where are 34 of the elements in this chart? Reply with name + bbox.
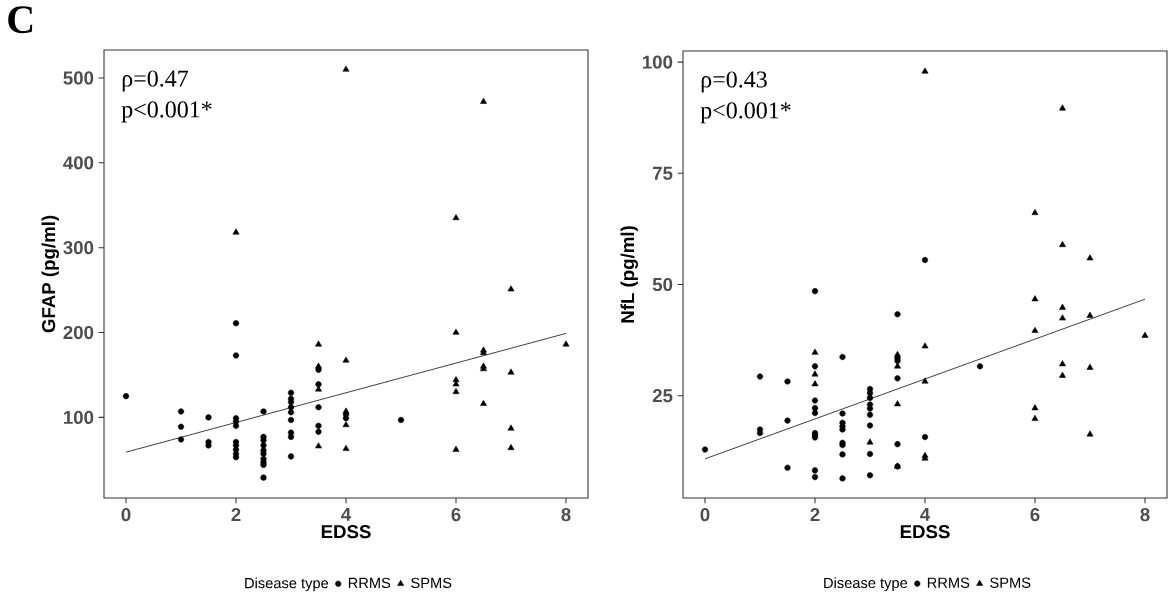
x-tick-label: 2: [231, 508, 241, 522]
legend-title: Disease type: [245, 577, 329, 592]
y-tick-label: 500: [63, 71, 94, 85]
y-axis-title: NfL (pg/ml): [620, 226, 638, 323]
y-tick-label: 75: [652, 166, 673, 180]
x-tick-label: 0: [121, 508, 131, 522]
annotation: ρ=0.43: [701, 71, 767, 93]
annotation: ρ=0.47: [122, 70, 189, 92]
x-tick-label: 0: [700, 508, 710, 522]
y-tick-label: 300: [63, 241, 94, 255]
x-tick-label: 8: [1140, 508, 1150, 522]
y-tick-label: 50: [652, 277, 673, 292]
y-tick-label: 100: [642, 55, 673, 69]
x-tick-label: 4: [341, 508, 352, 521]
x-axis-title: EDSS: [900, 525, 950, 539]
x-tick-label: 8: [561, 508, 571, 522]
y-tick-label: 25: [652, 389, 673, 403]
legend-label: RRMS: [927, 577, 970, 588]
y-axis-title: GFAP (pg/ml): [41, 215, 59, 333]
legend-label: RRMS: [348, 577, 391, 589]
y-tick-label: 200: [63, 325, 94, 340]
y-tick-label: 400: [63, 156, 94, 170]
x-tick-label: 6: [1030, 508, 1040, 522]
y-tick-label: 100: [64, 410, 94, 424]
legend-title: Disease type: [824, 577, 908, 591]
annotation: p<0.001*: [121, 101, 212, 123]
legend-label: SPMS: [411, 577, 452, 589]
x-axis-title: EDSS: [321, 525, 371, 539]
x-tick-label: 4: [920, 508, 931, 521]
x-tick-label: 6: [451, 508, 461, 522]
chart-title: C: [8, 6, 33, 34]
x-tick-label: 2: [810, 508, 820, 522]
legend-label: SPMS: [990, 577, 1031, 588]
annotation: p<0.001*: [700, 102, 791, 124]
